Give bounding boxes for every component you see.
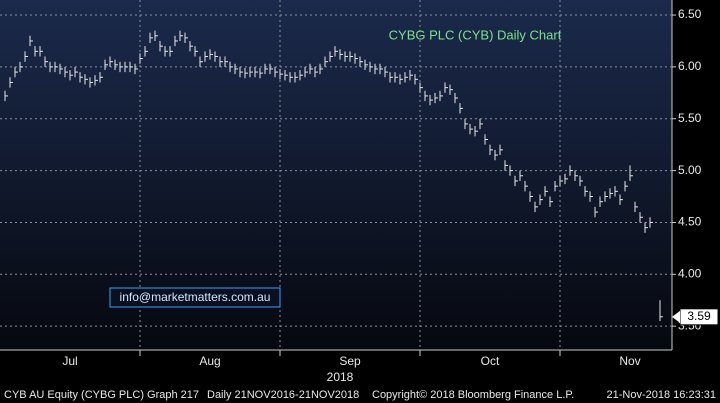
watermark-box — [109, 287, 281, 308]
plot-area — [0, 0, 672, 350]
x-sublabel: 2018 — [327, 370, 354, 384]
last-price-pointer — [672, 310, 680, 323]
chart-title: CYBG PLC (CYB) Daily Chart — [389, 27, 562, 42]
y-tick-label: 5.00 — [678, 163, 702, 177]
y-tick-label: 6.50 — [678, 7, 702, 21]
footer-text: Daily 21NOV2016-21NOV2018 — [207, 389, 359, 401]
footer-text: 21-Nov-2018 16:23:31 — [607, 389, 716, 401]
y-tick-label: 4.00 — [678, 266, 702, 280]
y-tick-label: 5.50 — [678, 111, 702, 125]
last-price-label: 3.59 — [687, 309, 711, 323]
footer-text: Copyright© 2018 Bloomberg Finance L.P. — [372, 389, 574, 401]
x-tick-label: Jul — [62, 354, 77, 368]
x-tick-label: Nov — [619, 354, 640, 368]
y-tick-label: 6.00 — [678, 59, 702, 73]
footer-bar — [0, 386, 720, 403]
x-tick-label: Aug — [199, 354, 220, 368]
x-tick-label: Oct — [481, 354, 500, 368]
watermark: info@marketmatters.com.au — [120, 290, 271, 304]
y-tick-label: 4.50 — [678, 215, 702, 229]
bars — [4, 30, 663, 321]
footer-text: CYB AU Equity (CYBG PLC) Graph 217 — [4, 389, 199, 401]
x-tick-label: Sep — [339, 354, 361, 368]
